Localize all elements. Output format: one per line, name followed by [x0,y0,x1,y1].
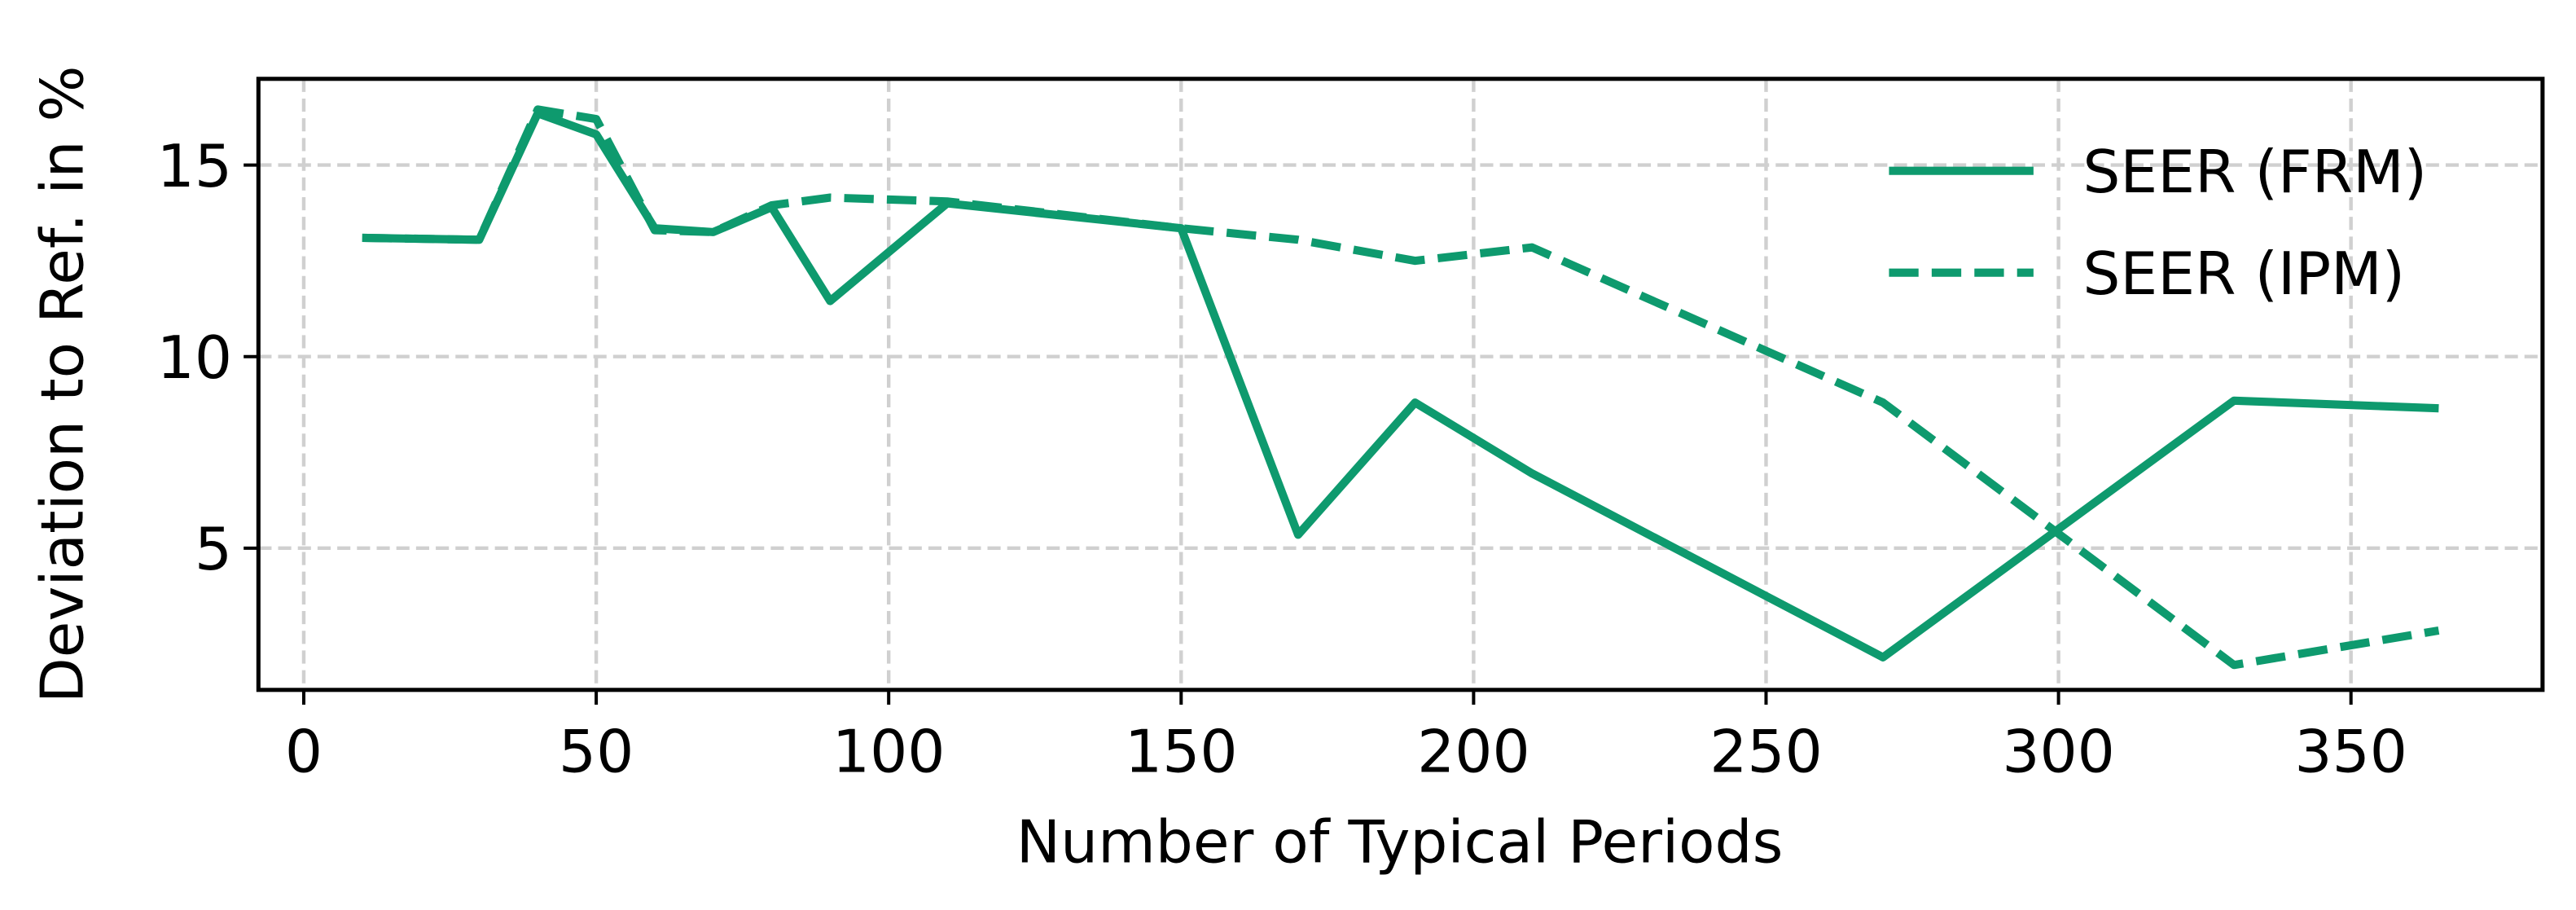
y-tick-label: 15 [157,133,232,201]
x-tick-label: 200 [1417,719,1530,787]
y-tick-label: 5 [195,516,232,584]
y-tick-label: 10 [157,324,232,393]
legend-label: SEER (FRM) [2082,138,2427,207]
x-tick-label: 350 [2294,719,2407,787]
x-tick-label: 250 [1709,719,1823,787]
plot-frame [256,77,2545,692]
y-axis-label: Deviation to Ref. in % [29,66,98,704]
x-tick-label: 0 [285,719,323,787]
x-tick-label: 100 [832,719,946,787]
data-line [362,109,2439,662]
x-tick-label: 50 [559,719,634,787]
legend-label: SEER (IPM) [2082,240,2405,309]
x-tick-label: 300 [2002,719,2115,787]
data-line [362,105,2440,670]
x-tick-label: 150 [1125,719,1238,787]
x-axis-label: Number of Typical Periods [1016,809,1784,877]
